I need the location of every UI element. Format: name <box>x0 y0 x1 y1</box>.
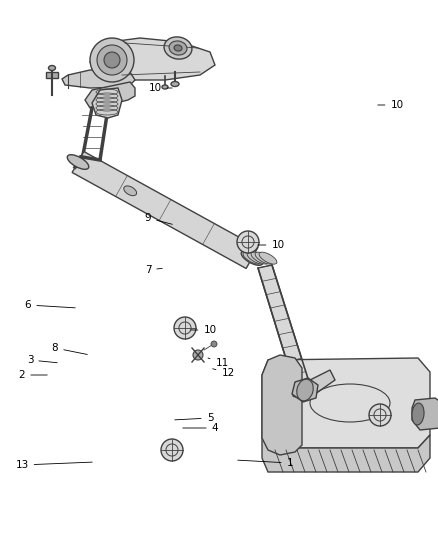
Ellipse shape <box>297 379 313 401</box>
Ellipse shape <box>251 252 269 264</box>
Polygon shape <box>262 432 430 472</box>
Ellipse shape <box>171 82 179 86</box>
Ellipse shape <box>164 37 192 59</box>
Ellipse shape <box>243 252 261 264</box>
Text: 11: 11 <box>208 358 229 368</box>
Text: 12: 12 <box>213 368 235 378</box>
Text: 1: 1 <box>238 458 293 468</box>
Ellipse shape <box>241 251 263 265</box>
Ellipse shape <box>67 155 89 169</box>
Text: 4: 4 <box>183 423 218 433</box>
Text: 10: 10 <box>258 240 285 250</box>
Circle shape <box>369 404 391 426</box>
Polygon shape <box>92 88 122 118</box>
Circle shape <box>211 341 217 347</box>
Circle shape <box>193 350 203 360</box>
Text: 3: 3 <box>27 355 57 365</box>
Circle shape <box>174 317 196 339</box>
Circle shape <box>97 45 127 75</box>
Text: 2: 2 <box>19 370 47 380</box>
Polygon shape <box>72 151 258 269</box>
Ellipse shape <box>174 45 182 51</box>
Polygon shape <box>262 358 430 448</box>
Text: 10: 10 <box>148 83 172 93</box>
Text: 7: 7 <box>145 265 162 275</box>
Text: 5: 5 <box>175 413 213 423</box>
Ellipse shape <box>255 252 273 264</box>
Polygon shape <box>292 378 318 402</box>
Circle shape <box>104 52 120 68</box>
Polygon shape <box>262 355 302 455</box>
Ellipse shape <box>162 85 168 89</box>
Text: 13: 13 <box>15 460 92 470</box>
Ellipse shape <box>247 252 265 264</box>
Ellipse shape <box>412 403 424 425</box>
Ellipse shape <box>169 41 187 55</box>
Ellipse shape <box>124 186 137 196</box>
Text: 9: 9 <box>145 213 172 224</box>
Circle shape <box>237 231 259 253</box>
Ellipse shape <box>49 66 56 70</box>
Polygon shape <box>85 82 135 108</box>
Text: 10: 10 <box>191 325 216 335</box>
Text: 10: 10 <box>378 100 403 110</box>
Polygon shape <box>293 370 335 400</box>
Polygon shape <box>258 265 310 388</box>
Polygon shape <box>46 72 58 78</box>
Text: 6: 6 <box>25 300 75 310</box>
Polygon shape <box>412 398 438 430</box>
Text: 8: 8 <box>52 343 87 354</box>
Circle shape <box>161 439 183 461</box>
Polygon shape <box>62 70 135 88</box>
Circle shape <box>90 38 134 82</box>
Ellipse shape <box>259 252 277 264</box>
Polygon shape <box>90 38 215 80</box>
